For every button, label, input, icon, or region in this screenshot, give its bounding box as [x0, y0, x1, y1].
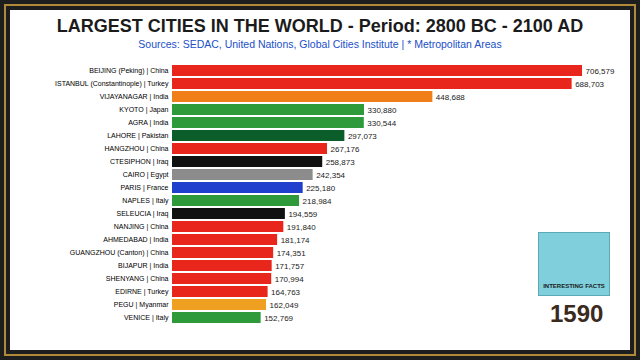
svg-text:267,176: 267,176 [331, 145, 360, 154]
svg-text:BEIJING (Peking) | China: BEIJING (Peking) | China [89, 67, 168, 75]
svg-text:PARIS | France: PARIS | France [121, 184, 169, 192]
svg-text:SELEUCIA | Iraq: SELEUCIA | Iraq [116, 210, 168, 218]
svg-text:170,994: 170,994 [275, 275, 304, 284]
html-text:INTERESTING FACTS: INTERESTING FACTS [543, 283, 605, 289]
svg-text:CAIRO | Egypt: CAIRO | Egypt [123, 171, 169, 179]
svg-text:PEGU | Myanmar: PEGU | Myanmar [114, 301, 169, 309]
svg-text:AHMEDABAD | India: AHMEDABAD | India [103, 236, 168, 244]
svg-text:258,873: 258,873 [326, 158, 355, 167]
html-text:Sources: SEDAC, United Nations: Sources: SEDAC, United Nations, Global C… [138, 38, 502, 50]
svg-text:EDIRNE | Turkey: EDIRNE | Turkey [115, 288, 169, 296]
svg-text:218,984: 218,984 [303, 197, 332, 206]
html-text:LARGEST CITIES IN THE WORLD -: LARGEST CITIES IN THE WORLD - Period: 28… [56, 16, 584, 36]
svg-text:152,769: 152,769 [264, 314, 293, 323]
svg-text:174,351: 174,351 [277, 249, 306, 258]
svg-text:LAHORE | Pakistan: LAHORE | Pakistan [107, 132, 168, 140]
svg-text:162,049: 162,049 [270, 301, 299, 310]
svg-text:225,180: 225,180 [306, 184, 335, 193]
svg-text:SHENYANG | China: SHENYANG | China [106, 275, 169, 283]
svg-text:NANJING | China: NANJING | China [114, 223, 169, 231]
svg-text:297,073: 297,073 [348, 132, 377, 141]
svg-text:330,544: 330,544 [367, 119, 396, 128]
svg-text:ISTANBUL (Constantinople) | Tu: ISTANBUL (Constantinople) | Turkey [55, 80, 169, 88]
html-text:1590: 1590 [550, 300, 604, 327]
svg-text:BIJAPUR | India: BIJAPUR | India [118, 262, 169, 270]
svg-text:KYOTO | Japan: KYOTO | Japan [119, 106, 168, 114]
svg-text:NAPLES | Italy: NAPLES | Italy [122, 197, 169, 205]
svg-text:VIJAYANAGAR | India: VIJAYANAGAR | India [100, 93, 169, 101]
svg-text:AGRA | India: AGRA | India [128, 119, 168, 127]
svg-text:688,703: 688,703 [575, 80, 604, 89]
svg-text:706,579: 706,579 [586, 67, 615, 76]
svg-text:CTESIPHON | Iraq: CTESIPHON | Iraq [110, 158, 169, 166]
svg-text:164,763: 164,763 [271, 288, 300, 297]
svg-text:242,354: 242,354 [316, 171, 345, 180]
svg-text:330,880: 330,880 [367, 106, 396, 115]
svg-text:194,559: 194,559 [288, 210, 317, 219]
svg-text:448,688: 448,688 [436, 93, 465, 102]
svg-text:GUANGZHOU (Canton) | China: GUANGZHOU (Canton) | China [70, 249, 169, 257]
svg-text:181,174: 181,174 [281, 236, 310, 245]
svg-text:171,757: 171,757 [275, 262, 304, 271]
svg-text:VENICE | Italy: VENICE | Italy [124, 314, 169, 322]
svg-text:HANGZHOU | China: HANGZHOU | China [104, 145, 168, 153]
svg-text:191,840: 191,840 [287, 223, 316, 232]
